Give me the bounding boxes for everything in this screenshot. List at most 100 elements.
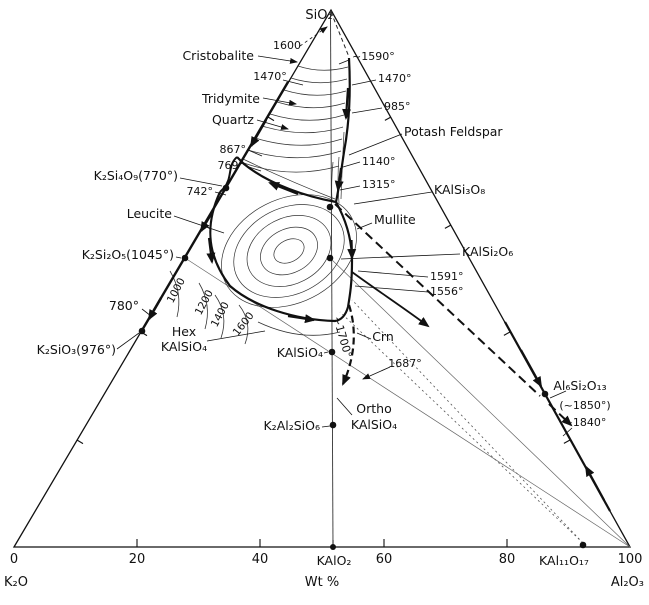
label-isotherm-1400: 1400 — [209, 300, 232, 329]
boundary-mullite-corundum — [351, 271, 430, 328]
arrow-right-edge-down — [520, 349, 542, 388]
isotherm-contour — [276, 101, 346, 109]
leader-1140 — [342, 161, 361, 168]
leader-1590 — [338, 59, 350, 65]
dotted-join-2 — [339, 311, 584, 544]
arrow-left-edge-2 — [199, 210, 215, 233]
label-wt-percent: Wt % — [305, 575, 339, 590]
leader-quartz — [256, 119, 289, 130]
tick — [444, 224, 452, 229]
label-1470-left: 1470° — [253, 70, 287, 83]
isotherm-contour — [283, 89, 347, 96]
label-742: 742° — [187, 185, 214, 198]
triangle-outline — [12, 8, 632, 548]
label-kal11o17: KAl₁₁O₁₇ — [539, 553, 589, 568]
leader-1556 — [354, 285, 429, 293]
arrow-leucite-right — [347, 239, 357, 260]
label-isotherm-1000: 1000 — [165, 276, 188, 305]
leader-kalsi3o8 — [353, 191, 433, 205]
leader-kalsio4 — [323, 351, 329, 354]
arrow-right-edge-up — [585, 465, 605, 501]
label-isotherm-1600: 1600 — [231, 310, 257, 338]
tick — [76, 439, 84, 445]
isotherm-contour — [240, 161, 340, 173]
leader-potash-feldspar — [348, 133, 403, 156]
kalsilite-field-isotherms — [169, 270, 341, 345]
leader-kalsi2o6 — [340, 253, 461, 260]
point-al6si2o13 — [541, 390, 549, 398]
label-k2si4o9: K₂Si₄O₉(770°) — [94, 168, 178, 183]
leader-leucite — [173, 215, 225, 234]
leader-al6si2o13 — [549, 390, 567, 399]
leader-1687 — [362, 366, 391, 380]
leader-ortho-kalsio4 — [336, 397, 353, 416]
label-cristobalite: Cristobalite — [182, 48, 254, 63]
label-ortho-kalsio4-line1: Ortho — [356, 401, 391, 416]
leader-742 — [214, 191, 227, 196]
leader-hex-kalsio4 — [206, 330, 266, 342]
leader-crn — [356, 332, 372, 340]
axis-tick-100: 100 — [618, 552, 643, 567]
dotted-join-1 — [351, 299, 584, 544]
label-leucite: Leucite — [127, 206, 173, 221]
label-1590: ~1590° — [352, 50, 395, 63]
label-kalsi3o8: KAlSi₃O₈ — [434, 182, 485, 197]
label-potash-feldspar: Potash Feldspar — [404, 124, 503, 139]
label-1591: 1591° — [430, 270, 464, 283]
isotherm-ring — [221, 194, 357, 308]
label-1687: 1687° — [388, 357, 422, 370]
isotherm-contour — [254, 137, 343, 146]
point-kalsio4 — [328, 348, 336, 356]
tick — [563, 439, 571, 444]
label-kalo2: KAlO₂ — [317, 553, 352, 568]
isotherm-contour — [169, 270, 180, 318]
label-tridymite: Tridymite — [201, 91, 260, 106]
point-kalsi3o8 — [326, 203, 334, 211]
isotherm-ring — [233, 204, 345, 298]
leader-k2al2sio6 — [321, 425, 331, 428]
label-al2o3-corner: Al₂O₃ — [611, 575, 644, 590]
label-k2si2o5: K₂Si₂O₅(1045°) — [82, 247, 174, 262]
label-780: 780° — [109, 298, 139, 313]
label-isotherm-1200: 1200 — [193, 288, 216, 317]
leader-1600 — [299, 26, 328, 47]
label-k2al2sio6: K₂Al₂SiO₆ — [263, 418, 320, 433]
label-sio2-apex: SiO₂ — [305, 8, 332, 23]
dashed-join-feldspar-mullite — [334, 203, 541, 397]
label-quartz: Quartz — [212, 112, 254, 127]
isotherm-contour — [331, 161, 334, 203]
point-k2al2sio6 — [329, 421, 337, 429]
leader-mullite — [356, 222, 373, 230]
label-ortho-kalsio4-line2: KAlSiO₄ — [351, 417, 397, 432]
isotherm-contour — [214, 294, 225, 339]
boundary-1700-dashed — [341, 304, 355, 386]
falling-temperature-arrows — [147, 87, 605, 501]
label-1600-top: 1600 — [273, 39, 301, 52]
axis-tick-20: 20 — [129, 552, 146, 567]
isotherm-contour — [297, 65, 349, 71]
point-k2sio3 — [138, 327, 146, 335]
tie-line-al2o3-leucite — [329, 257, 631, 548]
isotherm-contour — [238, 304, 249, 345]
axis-tick-80: 80 — [499, 552, 516, 567]
label-985: 985° — [384, 100, 411, 113]
leader-1840 — [562, 427, 573, 437]
leader-k2si2o5 — [175, 256, 182, 259]
leader-1470-right — [351, 79, 377, 86]
label-kalsio4: KAlSiO₄ — [277, 345, 323, 360]
leader-1315 — [339, 185, 361, 191]
label-k2o-corner: K₂O — [4, 575, 28, 590]
leucite-field-isotherms — [221, 194, 357, 308]
tick — [384, 116, 392, 121]
axis-tick-60: 60 — [376, 552, 393, 567]
label-mullite: Mullite — [374, 212, 416, 227]
leader-780 — [141, 308, 152, 317]
label-769: 769° — [218, 159, 245, 172]
leader-k2si4o9 — [179, 177, 223, 187]
arrow-left-edge-1 — [249, 119, 268, 148]
point-k2si2o5 — [181, 254, 189, 262]
leader-tridymite — [262, 97, 297, 106]
label-1556: 1556° — [430, 285, 464, 298]
boundary-leucite-right — [335, 201, 354, 308]
